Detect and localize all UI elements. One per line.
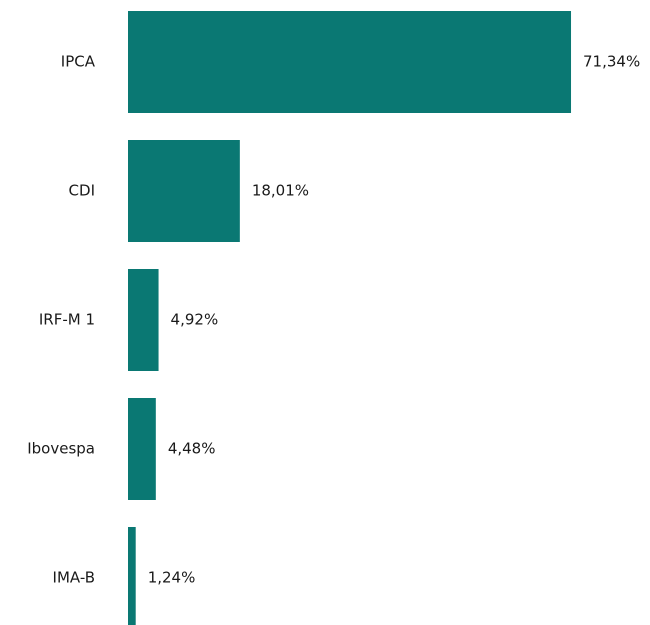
value-label: 4,48% [168, 440, 216, 458]
category-label: IRF-M 1 [39, 311, 95, 329]
value-label: 1,24% [148, 569, 196, 587]
bar [128, 11, 572, 113]
bar [128, 140, 240, 242]
category-label: IPCA [61, 53, 96, 71]
bar [128, 398, 156, 500]
value-label: 18,01% [252, 182, 309, 200]
bar [128, 269, 159, 371]
bar [128, 527, 136, 625]
category-label: IMA-B [53, 569, 95, 587]
category-label: CDI [69, 182, 95, 200]
value-label: 71,34% [583, 53, 640, 71]
category-label: Ibovespa [27, 440, 95, 458]
value-label: 4,92% [171, 311, 219, 329]
